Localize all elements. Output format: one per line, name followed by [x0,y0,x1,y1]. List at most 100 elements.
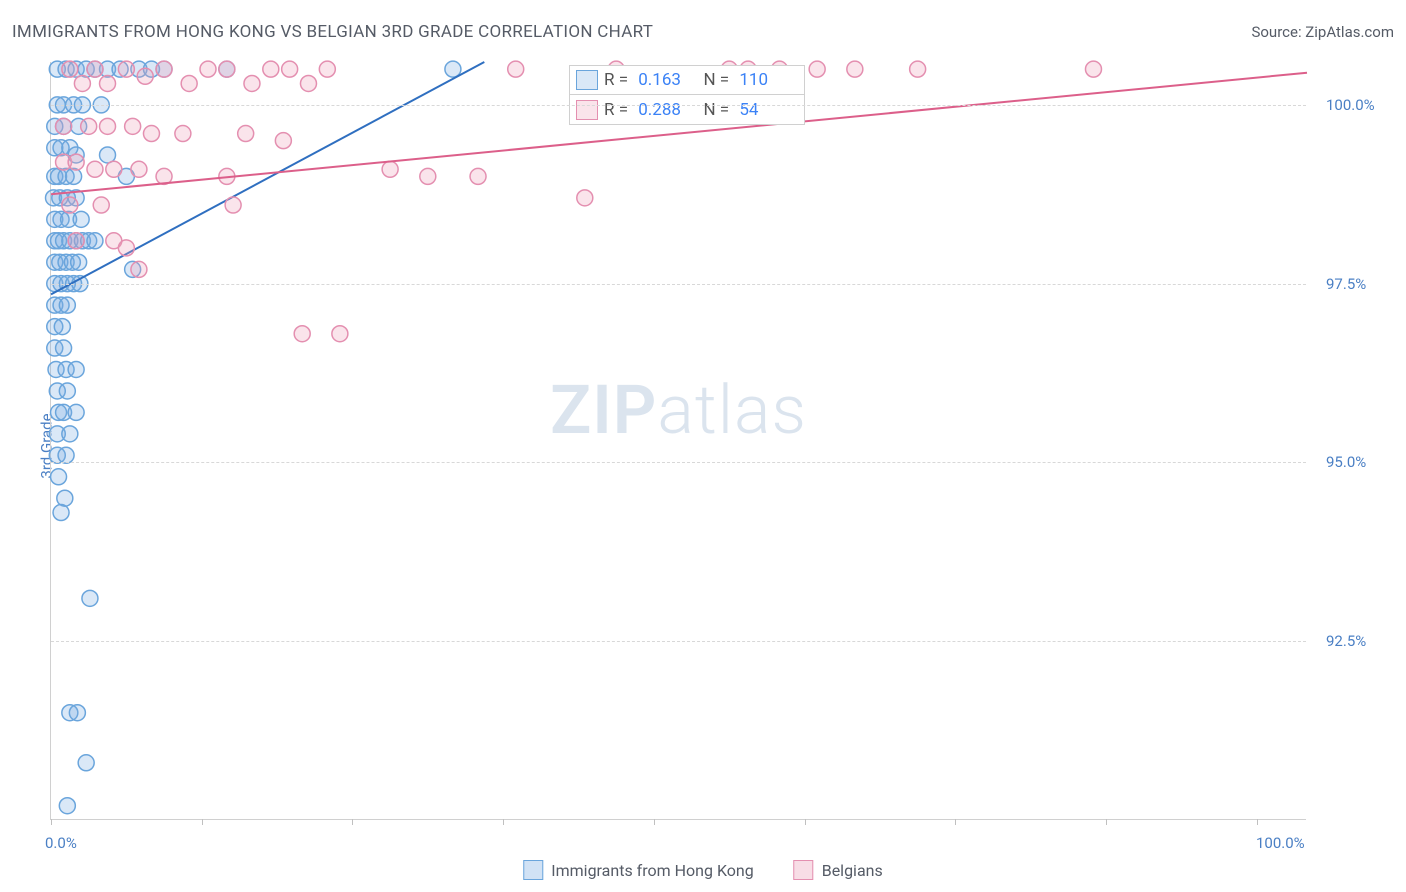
scatter-point [68,404,84,420]
x-tick-mark [503,819,504,825]
scatter-point [382,161,398,177]
scatter-point [809,61,825,77]
legend-swatch [576,100,598,120]
legend-r-value: 0.288 [638,100,693,120]
scatter-point [1085,61,1101,77]
scatter-point [54,319,70,335]
scatter-point [106,161,122,177]
scatter-point [58,447,74,463]
scatter-point [131,161,147,177]
scatter-point [200,61,216,77]
x-tick-mark [1257,819,1258,825]
scatter-point [87,61,103,77]
scatter-point [125,118,141,134]
y-tick-label: 100.0% [1326,96,1375,114]
scatter-point [275,133,291,149]
y-tick-label: 95.0% [1326,453,1366,471]
legend-n-label: N = [699,70,733,90]
scatter-point [300,75,316,91]
scatter-point [69,705,85,721]
scatter-point [93,197,109,213]
scatter-point [59,798,75,814]
series-legend: Immigrants from Hong Kong Belgians [523,860,882,880]
scatter-point [78,755,94,771]
scatter-point [175,126,191,142]
scatter-point [56,340,72,356]
x-tick-mark [51,819,52,825]
scatter-point [62,426,78,442]
legend-correlation-row: R = 0.163 N = 110 [569,65,805,95]
scatter-point [56,118,72,134]
scatter-point [282,61,298,77]
legend-r-label: R = [604,100,632,120]
y-tick-label: 92.5% [1326,632,1366,650]
scatter-point [420,168,436,184]
scatter-point [156,61,172,77]
scatter-plot-svg [51,62,1306,819]
scatter-point [59,383,75,399]
scatter-point [62,61,78,77]
scatter-point [508,61,524,77]
legend-swatch [523,860,543,880]
scatter-point [118,240,134,256]
scatter-point [131,261,147,277]
x-tick-mark [654,819,655,825]
gridline [51,641,1306,642]
legend-r-value: 0.163 [638,70,693,90]
scatter-point [577,190,593,206]
scatter-point [87,233,103,249]
gridline [51,105,1306,106]
x-tick-mark [352,819,353,825]
legend-series-label: Immigrants from Hong Kong [551,861,753,880]
scatter-point [59,297,75,313]
x-tick-mark [1106,819,1107,825]
legend-n-label: N = [699,100,733,120]
scatter-point [263,61,279,77]
scatter-point [332,326,348,342]
chart-header: IMMIGRANTS FROM HONG KONG VS BELGIAN 3RD… [12,22,1394,42]
legend-series-label: Belgians [822,861,883,880]
scatter-point [470,168,486,184]
chart-title: IMMIGRANTS FROM HONG KONG VS BELGIAN 3RD… [12,22,653,42]
scatter-point [74,75,90,91]
scatter-point [319,61,335,77]
scatter-point [57,490,73,506]
scatter-point [53,505,69,521]
gridline [51,462,1306,463]
y-tick-label: 97.5% [1326,275,1366,293]
legend-series-item: Belgians [794,860,883,880]
scatter-point [87,161,103,177]
legend-correlation-row: R = 0.288 N = 54 [569,95,805,125]
scatter-point [219,61,235,77]
scatter-point [68,361,84,377]
legend-swatch [576,70,598,90]
x-tick-mark [202,819,203,825]
scatter-point [137,68,153,84]
scatter-point [143,126,159,142]
scatter-point [225,197,241,213]
x-tick-label: 0.0% [45,834,77,852]
scatter-point [847,61,863,77]
scatter-point [244,75,260,91]
scatter-point [66,168,82,184]
gridline [51,284,1306,285]
scatter-point [118,61,134,77]
legend-series-item: Immigrants from Hong Kong [523,860,753,880]
correlation-legend-box: R = 0.163 N = 110R = 0.288 N = 54 [569,65,805,125]
x-tick-mark [805,819,806,825]
legend-n-value: 54 [739,100,794,120]
scatter-point [71,254,87,270]
x-tick-mark [955,819,956,825]
scatter-point [238,126,254,142]
scatter-point [68,154,84,170]
chart-source: Source: ZipAtlas.com [1251,23,1394,41]
scatter-point [294,326,310,342]
scatter-point [81,118,97,134]
scatter-point [73,211,89,227]
scatter-point [68,233,84,249]
scatter-point [82,590,98,606]
scatter-point [181,75,197,91]
legend-swatch [794,860,814,880]
scatter-point [100,118,116,134]
scatter-point [910,61,926,77]
